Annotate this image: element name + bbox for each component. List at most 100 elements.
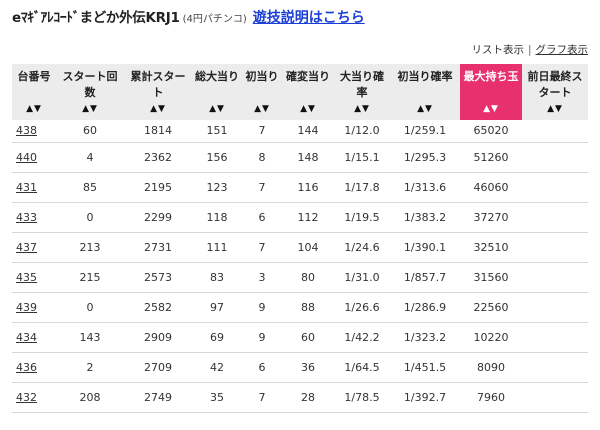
cell-max_balls: 65020	[460, 120, 522, 143]
cell-hit_prob: 1/24.6	[334, 232, 390, 263]
column-header-kakuhen_hits: 確変当り ▲▼	[282, 64, 334, 120]
cell-kakuhen_hits: 104	[282, 232, 334, 263]
cell-max_balls: 7960	[460, 382, 522, 413]
cell-total_hits: 156	[192, 142, 242, 173]
cell-kakuhen_hits: 112	[282, 202, 334, 233]
list-view-button[interactable]: リスト表示	[471, 44, 524, 56]
sort-toggle-icon[interactable]: ▲▼	[417, 104, 433, 114]
sort-toggle-icon[interactable]: ▲▼	[26, 104, 42, 114]
column-header-label: 前日最終スタート	[527, 70, 583, 99]
cell-total_start: 2362	[124, 142, 192, 173]
column-header-label: 大当り確率	[340, 70, 384, 99]
column-header-max_balls: 最大持ち玉 ▲▼	[460, 64, 522, 120]
cell-prev_final	[522, 172, 588, 203]
cell-first_hits: 7	[242, 172, 282, 203]
cell-hit_prob: 1/19.5	[334, 202, 390, 233]
cell-first_prob: 1/295.3	[390, 142, 460, 173]
column-header-prev_final: 前日最終スタート ▲▼	[522, 64, 588, 120]
cell-kakuhen_hits: 28	[282, 382, 334, 413]
cell-start_count: 215	[56, 262, 124, 293]
cell-total_start: 2299	[124, 202, 192, 233]
column-header-label: 台番号	[17, 70, 51, 83]
sort-toggle-icon[interactable]: ▲▼	[82, 104, 98, 114]
rules-link[interactable]: 遊技説明はこちら	[252, 10, 365, 26]
cell-total_hits: 123	[192, 172, 242, 203]
cell-prev_final	[522, 120, 588, 143]
title-row: eﾏｷﾞｱﾚｺｰﾄﾞまどか外伝KRJ1 (4円パチンコ) 遊技説明はこちら	[12, 6, 365, 30]
cell-first_hits: 9	[242, 292, 282, 323]
cell-max_balls: 32510	[460, 232, 522, 263]
machine-number-link[interactable]: 431	[12, 172, 56, 203]
machine-number-link[interactable]: 432	[12, 382, 56, 413]
table-row: 432 208 2749 35 7 28 1/78.5 1/392.7 7960	[12, 382, 588, 413]
cell-prev_final	[522, 202, 588, 233]
machine-number-link[interactable]: 435	[12, 262, 56, 293]
cell-total_start: 2582	[124, 292, 192, 323]
cell-total_start: 2573	[124, 262, 192, 293]
table-row: 431 85 2195 123 7 116 1/17.8 1/313.6 46060	[12, 172, 588, 203]
page-subtitle: (4円パチンコ)	[182, 14, 247, 25]
table-row: 433 0 2299 118 6 112 1/19.5 1/383.2 37270	[12, 202, 588, 233]
sort-toggle-icon[interactable]: ▲▼	[150, 104, 166, 114]
cell-total_start: 2731	[124, 232, 192, 263]
cell-kakuhen_hits: 148	[282, 142, 334, 173]
column-header-total_start: 累計スタート ▲▼	[124, 64, 192, 120]
cell-first_hits: 7	[242, 382, 282, 413]
machine-number-link[interactable]: 436	[12, 352, 56, 383]
sort-toggle-icon[interactable]: ▲▼	[209, 104, 225, 114]
cell-total_hits: 151	[192, 120, 242, 143]
table-row: 438 60 1814 151 7 144 1/12.0 1/259.1 65020	[12, 120, 588, 143]
header-row: 台番号 ▲▼ スタート回数 ▲▼ 累計スタート ▲▼ 総大当り ▲▼ 初当り ▲▼ 確変当り ▲▼ 大当…	[12, 64, 588, 120]
cell-total_hits: 111	[192, 232, 242, 263]
machine-number-link[interactable]: 440	[12, 142, 56, 173]
cell-start_count: 60	[56, 120, 124, 143]
cell-hit_prob: 1/12.0	[334, 120, 390, 143]
column-header-first_prob: 初当り確率 ▲▼	[390, 64, 460, 120]
column-header-label: 最大持ち玉	[463, 70, 519, 83]
column-header-hit_prob: 大当り確率 ▲▼	[334, 64, 390, 120]
cell-hit_prob: 1/78.5	[334, 382, 390, 413]
graph-view-link[interactable]: グラフ表示	[535, 44, 589, 56]
column-header-total_hits: 総大当り ▲▼	[192, 64, 242, 120]
view-switch: リスト表示 | グラフ表示	[471, 42, 588, 57]
sort-toggle-icon[interactable]: ▲▼	[254, 104, 270, 114]
machine-number-link[interactable]: 437	[12, 232, 56, 263]
table-row: 435 215 2573 83 3 80 1/31.0 1/857.7 31560	[12, 262, 588, 293]
cell-start_count: 0	[56, 202, 124, 233]
cell-first_hits: 6	[242, 352, 282, 383]
table-row: 437 213 2731 111 7 104 1/24.6 1/390.1 32510	[12, 232, 588, 263]
cell-prev_final	[522, 262, 588, 293]
table-row: 434 143 2909 69 9 60 1/42.2 1/323.2 10220	[12, 322, 588, 353]
cell-prev_final	[522, 142, 588, 173]
cell-total_hits: 83	[192, 262, 242, 293]
column-header-first_hits: 初当り ▲▼	[242, 64, 282, 120]
cell-first_prob: 1/390.1	[390, 232, 460, 263]
machine-number-link[interactable]: 433	[12, 202, 56, 233]
cell-hit_prob: 1/15.1	[334, 142, 390, 173]
cell-first_prob: 1/259.1	[390, 120, 460, 143]
cell-kakuhen_hits: 88	[282, 292, 334, 323]
sort-toggle-icon[interactable]: ▲▼	[547, 104, 563, 114]
column-header-machine: 台番号 ▲▼	[12, 64, 56, 120]
cell-first_prob: 1/857.7	[390, 262, 460, 293]
machine-number-link[interactable]: 438	[12, 120, 56, 143]
cell-total_start: 2709	[124, 352, 192, 383]
cell-start_count: 208	[56, 382, 124, 413]
machine-number-link[interactable]: 434	[12, 322, 56, 353]
cell-kakuhen_hits: 116	[282, 172, 334, 203]
sort-toggle-icon[interactable]: ▲▼	[354, 104, 370, 114]
cell-kakuhen_hits: 80	[282, 262, 334, 293]
cell-total_hits: 118	[192, 202, 242, 233]
column-header-start_count: スタート回数 ▲▼	[56, 64, 124, 120]
sort-toggle-icon[interactable]: ▲▼	[483, 104, 499, 114]
column-header-label: 確変当り	[286, 70, 330, 83]
cell-max_balls: 10220	[460, 322, 522, 353]
cell-first_prob: 1/323.2	[390, 322, 460, 353]
cell-hit_prob: 1/64.5	[334, 352, 390, 383]
cell-first_prob: 1/383.2	[390, 202, 460, 233]
machine-number-link[interactable]: 439	[12, 292, 56, 323]
sort-toggle-icon[interactable]: ▲▼	[300, 104, 316, 114]
cell-start_count: 85	[56, 172, 124, 203]
column-header-label: スタート回数	[62, 70, 118, 99]
cell-first_prob: 1/313.6	[390, 172, 460, 203]
